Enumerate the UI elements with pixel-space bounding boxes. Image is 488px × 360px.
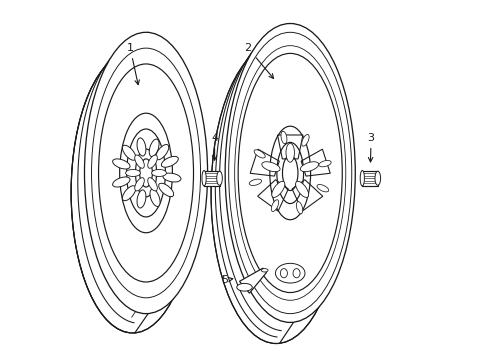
Ellipse shape <box>147 178 157 191</box>
Polygon shape <box>277 135 302 159</box>
Ellipse shape <box>149 139 159 157</box>
Ellipse shape <box>271 181 285 197</box>
Ellipse shape <box>261 269 267 272</box>
Ellipse shape <box>374 171 380 185</box>
Ellipse shape <box>137 190 145 208</box>
FancyBboxPatch shape <box>362 171 377 186</box>
Ellipse shape <box>216 171 222 185</box>
Polygon shape <box>291 180 322 211</box>
Polygon shape <box>301 149 329 176</box>
Ellipse shape <box>71 51 194 333</box>
Ellipse shape <box>202 171 206 186</box>
Text: 1: 1 <box>126 43 139 85</box>
Ellipse shape <box>211 45 341 343</box>
Ellipse shape <box>318 161 330 167</box>
Ellipse shape <box>135 178 144 191</box>
Ellipse shape <box>161 156 178 167</box>
Ellipse shape <box>261 162 280 172</box>
Polygon shape <box>250 149 279 176</box>
Ellipse shape <box>249 179 261 185</box>
Ellipse shape <box>281 131 286 144</box>
Text: 4: 4 <box>211 133 218 160</box>
Ellipse shape <box>125 170 140 176</box>
Ellipse shape <box>301 135 308 146</box>
Ellipse shape <box>112 177 130 187</box>
Ellipse shape <box>150 189 160 207</box>
Ellipse shape <box>236 283 252 291</box>
Ellipse shape <box>155 144 168 160</box>
Ellipse shape <box>135 155 144 168</box>
Ellipse shape <box>238 53 342 293</box>
Ellipse shape <box>158 183 173 197</box>
Ellipse shape <box>300 162 318 172</box>
Polygon shape <box>239 268 266 293</box>
Ellipse shape <box>271 200 278 211</box>
Ellipse shape <box>254 150 264 158</box>
Ellipse shape <box>163 173 181 182</box>
Ellipse shape <box>151 170 166 176</box>
Ellipse shape <box>296 202 302 214</box>
Text: 3: 3 <box>367 133 374 162</box>
FancyBboxPatch shape <box>203 171 219 186</box>
Ellipse shape <box>112 159 130 169</box>
Ellipse shape <box>99 64 193 282</box>
Polygon shape <box>257 180 288 211</box>
Ellipse shape <box>147 155 157 168</box>
Ellipse shape <box>360 171 364 186</box>
Ellipse shape <box>122 186 136 201</box>
Ellipse shape <box>137 138 145 156</box>
Ellipse shape <box>316 184 328 192</box>
Ellipse shape <box>285 143 294 162</box>
Ellipse shape <box>84 32 207 314</box>
Text: 5: 5 <box>221 275 232 285</box>
Ellipse shape <box>295 181 308 197</box>
Ellipse shape <box>224 23 355 323</box>
Ellipse shape <box>122 145 136 160</box>
Text: 2: 2 <box>244 43 273 78</box>
